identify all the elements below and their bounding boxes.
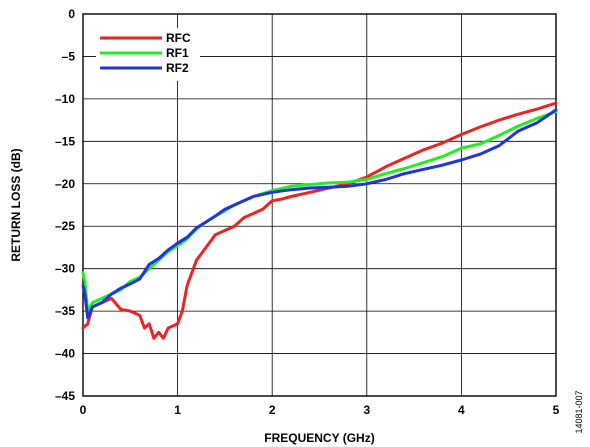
x-tick-label: 2 — [269, 403, 276, 417]
series-line-rf2 — [81, 108, 558, 320]
y-tick-label: –30 — [55, 262, 75, 276]
y-tick-label: –15 — [55, 134, 75, 148]
x-tick-label: 0 — [80, 403, 87, 417]
y-tick-label: –40 — [55, 347, 75, 361]
y-tick-label: –5 — [62, 49, 76, 63]
y-tick-label: –20 — [55, 177, 75, 191]
y-axis-title: RETURN LOSS (dB) — [9, 148, 23, 261]
series-line-rfc — [81, 101, 558, 340]
plot-frame — [82, 13, 557, 397]
legend-label-rfc: RFC — [166, 31, 191, 45]
figure-id: 14081-007 — [574, 390, 584, 433]
x-tick-label: 5 — [553, 403, 560, 417]
y-tick-label: 0 — [68, 7, 75, 21]
y-tick-label: –10 — [55, 92, 75, 106]
y-tick-label: –45 — [55, 389, 75, 403]
x-tick-label: 3 — [363, 403, 370, 417]
legend-label-rf1: RF1 — [166, 46, 189, 60]
legend-label-rf2: RF2 — [166, 61, 189, 75]
y-tick-label: –35 — [55, 304, 75, 318]
series-lines — [81, 101, 558, 340]
y-tick-label: –25 — [55, 219, 75, 233]
x-tick-label: 4 — [458, 403, 465, 417]
x-tick-label: 1 — [174, 403, 181, 417]
x-axis-title: FREQUENCY (GHz) — [264, 431, 374, 445]
axis-ticks: 0 1 2 3 4 5 0 –5 –10 –15 –20 –25 –30 –35 –40 –45 — [55, 7, 560, 417]
